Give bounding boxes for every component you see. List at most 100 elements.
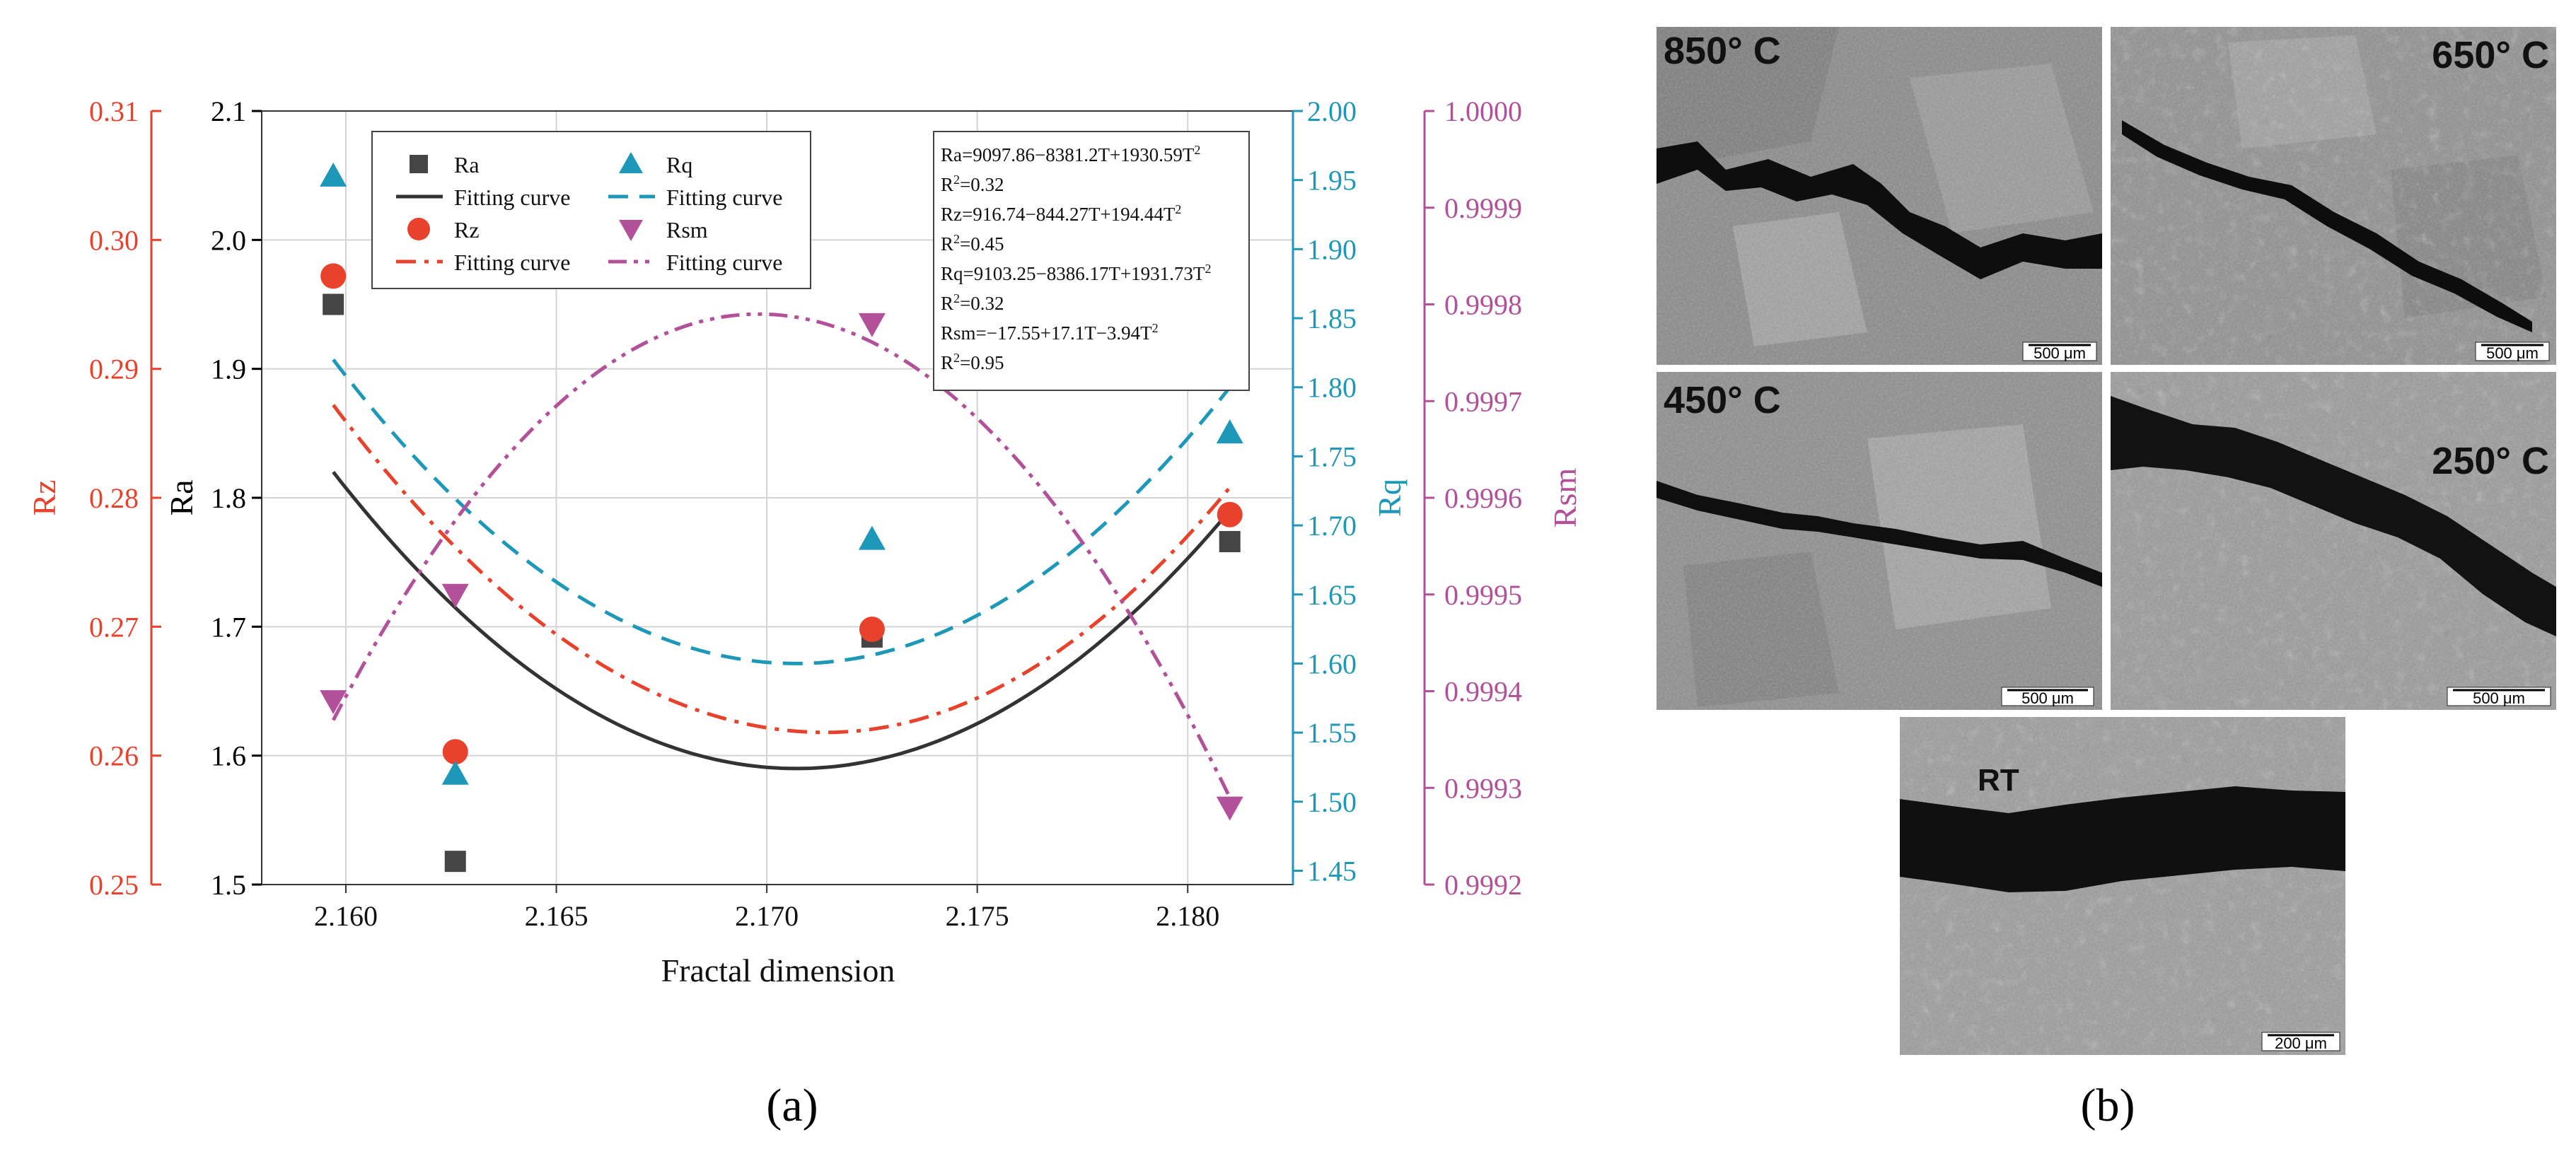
x-axis-ticks: 2.160 2.165 2.170 2.175 2.180 [314,885,1219,932]
ra-tick-label: 2.1 [211,95,246,127]
micrograph-rt: 200 μm RT [1900,717,2345,1055]
data-point-rsm [441,583,469,608]
fit-curves [331,312,1231,798]
fit-curve-rq [332,358,1231,665]
legend-marker-ra [410,155,428,173]
legend-label: Rz [454,217,480,243]
micrograph-850c-scale: 500 μm [2033,344,2086,362]
rsm-tick-label: 0.9995 [1444,579,1522,611]
legend-label: Ra [454,152,480,177]
micrograph-850c: 500 μm 850° C [1657,27,2102,365]
micrograph-450c-scale: 500 μm [2021,689,2074,707]
equations-box: Ra=9097.86−8381.2T+1930.59T2 R2=0.32 Rz=91… [933,131,1250,391]
data-point-rsm [858,313,886,337]
micrograph-450c-label: 450° C [1664,379,1781,421]
fit-curve-rsm [331,312,1231,798]
x-tick-label: 2.170 [735,900,799,932]
rq-tick-label: 2.00 [1307,95,1357,127]
equation-line: R2=0.45 [941,232,1004,255]
micrograph-850c-label: 850° C [1664,30,1781,72]
data-point-rq [1216,419,1243,444]
ra-tick-label: 2.0 [211,224,246,256]
data-point-rz [442,739,468,765]
equation-line: Rsm=−17.55+17.1T−3.94T2 [941,321,1159,344]
rq-tick-label: 1.45 [1307,855,1357,887]
ra-tick-label: 1.9 [211,354,246,385]
data-point-rsm [1216,796,1243,821]
data-point-ra [1219,530,1241,552]
micrograph-650c-scale: 500 μm [2486,344,2539,362]
x-tick-label: 2.165 [525,900,588,932]
rq-tick-label: 1.65 [1307,579,1357,611]
ra-axis-ticks: 1.5 1.6 1.7 1.8 1.9 2.0 2.1 [211,95,262,901]
legend-marker-rsm [619,220,643,241]
legend-label: Fitting curve [666,250,782,275]
data-point-rq [441,760,469,785]
rsm-tick-label: 0.9997 [1444,385,1522,417]
fit-curve-ra [332,470,1231,771]
legend-marker-rq [619,152,643,173]
ra-tick-label: 1.5 [211,869,246,901]
data-point-rz [320,263,347,289]
ra-tick-label: 1.8 [211,482,246,514]
rsm-tick-label: 1.0000 [1444,95,1522,127]
micrograph-rt-label: RT [1978,763,2019,798]
equation-line: Rq=9103.25−8386.17T+1931.73T2 [941,262,1211,284]
rq-tick-label: 1.70 [1307,510,1357,542]
equation-line: R2=0.95 [941,351,1004,373]
rz-tick-label: 0.26 [89,740,139,772]
micrograph-250c-scale: 500 μm [2473,689,2525,707]
data-point-rq [320,162,347,187]
data-point-ra [444,851,466,873]
rsm-tick-label: 0.9994 [1444,676,1522,708]
ra-tick-label: 1.7 [211,611,246,643]
rsm-axis-title: Rsm [1547,468,1583,528]
fit-curve-rz [332,404,1231,735]
legend-label: Rsm [666,217,708,243]
rz-tick-label: 0.29 [89,354,139,385]
equation-line: Rz=916.74−844.27T+194.44T2 [941,202,1181,225]
rsm-axis-ticks: 0.9992 0.9993 0.9994 0.9995 0.9996 0.9997 0.99… [1425,95,1522,901]
micrograph-650c: 500 μm 650° C [2111,27,2556,365]
legend-label: Fitting curve [454,250,570,275]
legend-marker-rz [407,218,430,240]
rq-tick-label: 1.60 [1307,648,1357,680]
rz-axis-title: Rz [26,479,62,515]
rsm-tick-label: 0.9992 [1444,869,1522,901]
equation-line: R2=0.32 [941,291,1004,314]
data-point-ra [323,293,344,315]
x-tick-label: 2.175 [946,900,1009,932]
chart-panel: 0.250.260.270.280.290.300.31 1.51.61.71.… [26,95,1583,1131]
data-point-rz [1217,501,1243,527]
data-point-rq [858,525,886,550]
x-tick-label: 2.180 [1156,900,1219,932]
micrograph-250c: 500 μm 250° C [2111,372,2556,710]
rz-tick-label: 0.30 [89,224,139,256]
micrograph-450c: 500 μm 450° C [1657,372,2102,710]
legend-label: Fitting curve [454,185,570,210]
rq-axis-title: Rq [1371,479,1408,517]
equation-line: R2=0.32 [941,173,1004,195]
data-markers [320,162,1243,873]
rz-tick-label: 0.25 [89,869,139,901]
rsm-tick-label: 0.9993 [1444,772,1522,804]
rq-tick-label: 1.55 [1307,717,1357,749]
rq-tick-label: 1.85 [1307,303,1357,334]
panel-label-a: (a) [766,1080,818,1131]
legend: Ra Fitting curve Rz Fitting curve Rq Fitting … [371,131,811,289]
rsm-tick-label: 0.9996 [1444,482,1522,514]
rz-tick-label: 0.28 [89,482,139,514]
x-tick-label: 2.160 [314,900,378,932]
x-axis-title: Fractal dimension [661,952,895,988]
ra-tick-label: 1.6 [211,740,246,772]
rq-axis-ticks: 1.45 1.50 1.55 1.60 1.65 1.70 1.75 1.80 1.85 1.90… [1293,95,1357,887]
ra-axis-title: Ra [163,479,199,515]
micrographs-panel: 500 μm 850° C 500 μm 650° C 500 μm [1657,27,2556,1131]
rz-tick-label: 0.31 [89,95,139,127]
rq-tick-label: 1.80 [1307,372,1357,404]
rz-tick-label: 0.27 [89,611,139,643]
rq-tick-label: 1.50 [1307,786,1357,818]
data-point-rsm [320,690,347,715]
rz-axis-ticks: 0.25 0.26 0.27 0.28 0.29 0.30 0.31 [89,95,161,901]
